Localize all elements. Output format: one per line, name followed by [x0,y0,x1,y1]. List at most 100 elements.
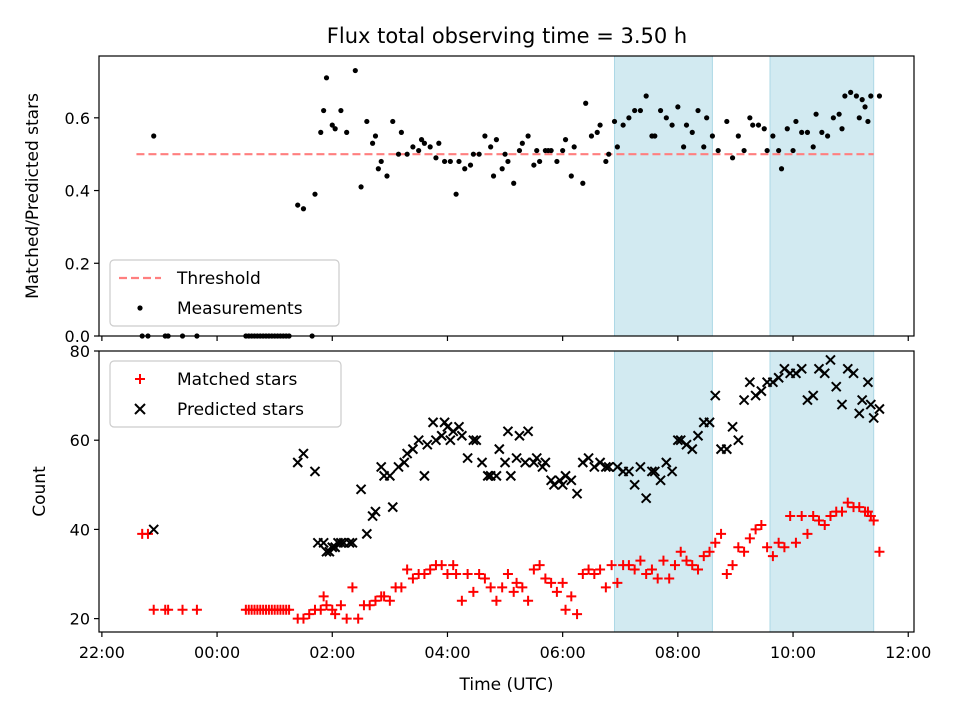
measurement-point [453,191,459,197]
matched-star-point [462,569,473,580]
matched-star-point [716,528,727,539]
matched-star-point [796,511,807,522]
measurement-point [462,166,468,172]
matched-star-point [750,524,761,535]
measurement-point [637,107,644,114]
measurement-point [701,144,707,150]
measurement-point [534,147,540,154]
predicted-star-point [407,443,419,455]
measurement-point [603,158,609,165]
predicted-star-point [384,470,396,482]
matched-star-point [315,604,326,615]
matched-star-point [693,564,704,575]
measurement-point [856,115,862,121]
y-tick-label: 20 [70,610,90,629]
predicted-star-point [666,466,678,477]
matched-star-point [523,595,534,606]
predicted-star-point [413,434,424,446]
predicted-star-point [862,377,874,388]
measurement-point [467,162,474,168]
measurement-point [421,140,428,146]
measurement-point [704,115,710,121]
measurement-point [681,144,687,150]
matched-star-point [511,577,522,588]
matched-star-point [710,537,721,548]
measurement-point [588,133,595,139]
measurement-point [626,115,632,121]
measurement-point [868,93,874,99]
x-tick-label: 08:00 [655,643,701,662]
matched-star-point [808,511,819,522]
predicted-star-point [756,385,767,397]
predicted-star-point [655,475,666,486]
measurement-point [790,147,796,154]
matched-star-point [623,560,634,571]
matched-star-point [353,613,364,624]
measurement-point [583,100,589,106]
measurement-point [378,158,384,165]
matched-star-point [318,591,329,602]
predicted-star-point [687,443,698,455]
measurement-point [436,140,442,146]
matched-star-point [790,537,801,548]
matched-star-point [868,515,879,526]
predicted-star-point [733,434,744,446]
predicted-star-point [856,394,868,406]
matched-star-point [335,600,346,611]
legend-label: Predicted stars [177,400,304,420]
predicted-star-point [831,381,842,392]
measurement-point [369,140,376,146]
measurement-point [502,151,508,157]
predicted-star-point [462,452,473,464]
predicted-star-point [692,430,704,441]
measurement-point [554,158,560,165]
measurement-point [715,147,721,154]
measurement-point [709,133,716,139]
measurement-point [848,89,854,95]
matched-star-point [347,582,358,593]
measurement-point [295,202,301,208]
predicted-star-point [603,461,614,473]
y-tick-label: 60 [70,431,90,450]
measurement-point [568,173,574,179]
predicted-star-point [623,466,635,477]
matched-star-point [491,595,502,606]
predicted-star-point [318,537,329,549]
measurement-point [338,107,344,114]
predicted-star-point [298,448,309,459]
predicted-star-point [854,408,865,419]
matched-star-point [825,511,836,522]
measurement-point [652,133,658,139]
measurement-point [580,180,586,186]
measurement-point [505,158,511,165]
predicted-star-point [499,457,511,468]
measurement-point [830,115,836,121]
matched-star-point [652,573,663,584]
matched-star-point [779,542,790,553]
top-panel: 0.0 0.2 0.4 0.6 Matched/Predicted stars Thres… [23,55,915,346]
predicted-star-point [710,390,721,401]
matched-star-point [664,573,675,584]
measurement-point [516,147,523,154]
predicted-star-point [721,443,733,455]
measurement-point [151,133,157,139]
measurement-point [663,115,669,121]
matched-star-point [802,528,813,539]
measurement-point [862,104,868,110]
measurement-point [384,173,390,179]
matched-star-point [330,609,341,620]
y-tick-label: 40 [70,520,90,539]
matched-star-point [402,564,413,575]
matched-star-point [606,560,617,571]
matched-star-point [425,564,436,575]
measurement-point [531,162,537,168]
matched-star-point [698,551,709,562]
measurement-point [675,104,681,110]
measurement-point [724,118,730,125]
measurement-point [784,126,790,132]
measurement-point [657,107,664,114]
y-tick-label: 0.4 [65,182,90,201]
measurement-point [764,147,770,154]
legend-item: Predicted stars [134,400,304,420]
